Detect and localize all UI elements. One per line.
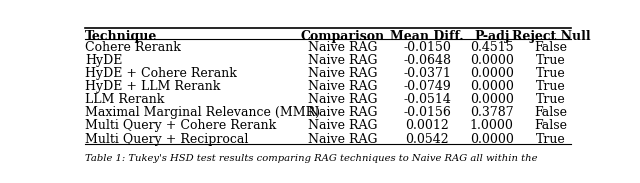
Text: Maximal Marginal Relevance (MMR): Maximal Marginal Relevance (MMR)	[85, 106, 320, 119]
Text: True: True	[536, 67, 566, 80]
Text: -0.0648: -0.0648	[403, 54, 451, 67]
Text: False: False	[534, 106, 568, 119]
Text: 0.0000: 0.0000	[470, 67, 514, 80]
Text: 0.3787: 0.3787	[470, 106, 513, 119]
Text: -0.0156: -0.0156	[403, 106, 451, 119]
Text: True: True	[536, 80, 566, 93]
Text: Multi Query + Reciprocal: Multi Query + Reciprocal	[85, 132, 248, 145]
Text: -0.0150: -0.0150	[403, 41, 451, 54]
Text: P-adj: P-adj	[474, 30, 509, 43]
Text: LLM Rerank: LLM Rerank	[85, 93, 164, 106]
Text: 0.0012: 0.0012	[405, 119, 449, 132]
Text: Naive RAG: Naive RAG	[308, 67, 378, 80]
Text: Naive RAG: Naive RAG	[308, 93, 378, 106]
Text: -0.0514: -0.0514	[403, 93, 451, 106]
Text: Table 1: Tukey's HSD test results comparing RAG techniques to Naive RAG all with: Table 1: Tukey's HSD test results compar…	[85, 154, 538, 163]
Text: 0.0000: 0.0000	[470, 54, 514, 67]
Text: Cohere Rerank: Cohere Rerank	[85, 41, 181, 54]
Text: HyDE: HyDE	[85, 54, 122, 67]
Text: False: False	[534, 41, 568, 54]
Text: Reject Null: Reject Null	[512, 30, 591, 43]
Text: Naive RAG: Naive RAG	[308, 106, 378, 119]
Text: Naive RAG: Naive RAG	[308, 132, 378, 145]
Text: Technique: Technique	[85, 30, 157, 43]
Text: Naive RAG: Naive RAG	[308, 119, 378, 132]
Text: 0.0000: 0.0000	[470, 93, 514, 106]
Text: Naive RAG: Naive RAG	[308, 54, 378, 67]
Text: 1.0000: 1.0000	[470, 119, 514, 132]
Text: 0.0000: 0.0000	[470, 132, 514, 145]
Text: Mean Diff.: Mean Diff.	[390, 30, 464, 43]
Text: 0.0542: 0.0542	[405, 132, 449, 145]
Text: HyDE + Cohere Rerank: HyDE + Cohere Rerank	[85, 67, 237, 80]
Text: Comparison: Comparison	[301, 30, 385, 43]
Text: 0.0000: 0.0000	[470, 80, 514, 93]
Text: -0.0371: -0.0371	[403, 67, 451, 80]
Text: Multi Query + Cohere Rerank: Multi Query + Cohere Rerank	[85, 119, 276, 132]
Text: 0.4515: 0.4515	[470, 41, 513, 54]
Text: HyDE + LLM Rerank: HyDE + LLM Rerank	[85, 80, 220, 93]
Text: True: True	[536, 93, 566, 106]
Text: False: False	[534, 119, 568, 132]
Text: True: True	[536, 54, 566, 67]
Text: Naive RAG: Naive RAG	[308, 80, 378, 93]
Text: True: True	[536, 132, 566, 145]
Text: -0.0749: -0.0749	[403, 80, 451, 93]
Text: Naive RAG: Naive RAG	[308, 41, 378, 54]
